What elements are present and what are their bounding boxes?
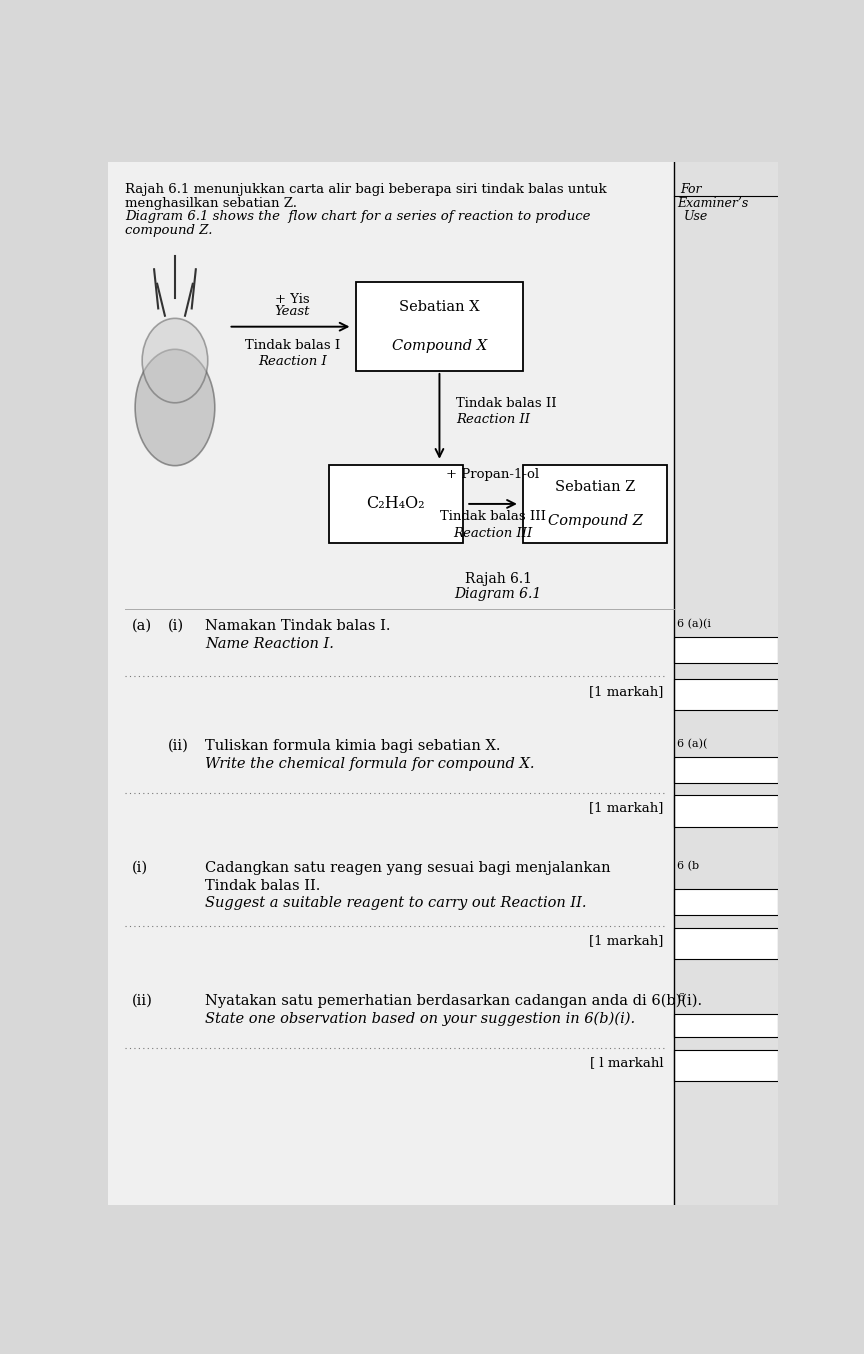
Bar (674, 1014, 778, 1037)
Ellipse shape (143, 318, 207, 402)
Text: Sebatian X: Sebatian X (399, 301, 480, 314)
Text: Tindak balas I: Tindak balas I (245, 340, 340, 352)
Text: Sebatian Z: Sebatian Z (555, 479, 635, 494)
Bar (674, 1049, 778, 1080)
Text: compound Z.: compound Z. (124, 223, 213, 237)
Text: Suggest a suitable reagent to carry out Reaction II.: Suggest a suitable reagent to carry out … (205, 896, 587, 910)
Bar (674, 890, 778, 915)
Text: + Yis: + Yis (275, 292, 309, 306)
Text: Reaction II: Reaction II (456, 413, 530, 425)
Text: Examiner’s: Examiner’s (677, 196, 748, 210)
Text: [1 markah]: [1 markah] (589, 802, 664, 815)
Text: (a): (a) (131, 619, 151, 634)
Text: Use: Use (684, 210, 708, 223)
Text: C₂H₄O₂: C₂H₄O₂ (366, 496, 425, 512)
Text: Compound Z: Compound Z (548, 515, 643, 528)
Bar (329, 464, 463, 543)
Text: [1 markah]: [1 markah] (589, 934, 664, 946)
Text: (ii): (ii) (131, 994, 152, 1007)
Bar (524, 464, 667, 543)
Text: 6 (a)(i: 6 (a)(i (677, 619, 711, 630)
Text: Yeast: Yeast (275, 306, 310, 318)
Text: Diagram 6.1 shows the  flow chart for a series of reaction to produce: Diagram 6.1 shows the flow chart for a s… (124, 210, 590, 223)
Text: Nyatakan satu pemerhatian berdasarkan cadangan anda di 6(b)(i).: Nyatakan satu pemerhatian berdasarkan ca… (205, 994, 702, 1007)
Text: [1 markah]: [1 markah] (589, 685, 664, 697)
Text: Tindak balas II: Tindak balas II (456, 397, 556, 410)
Text: [ l markahl: [ l markahl (590, 1056, 664, 1068)
Text: Cadangkan satu reagen yang sesuai bagi menjalankan: Cadangkan satu reagen yang sesuai bagi m… (205, 861, 611, 875)
Text: Tindak balas II.: Tindak balas II. (205, 879, 321, 892)
Text: (i): (i) (131, 861, 148, 875)
Text: 6: 6 (677, 994, 684, 1003)
Bar (674, 927, 778, 959)
Text: For: For (681, 183, 702, 196)
Text: (ii): (ii) (168, 739, 189, 753)
Text: + Propan-1-ol: + Propan-1-ol (447, 468, 540, 481)
Text: (i): (i) (168, 619, 184, 634)
Bar (356, 283, 524, 371)
Bar (674, 795, 778, 826)
Text: State one observation based on your suggestion in 6(b)(i).: State one observation based on your sugg… (205, 1011, 635, 1025)
Text: menghasilkan sebatian Z.: menghasilkan sebatian Z. (124, 196, 296, 210)
Text: Write the chemical formula for compound X.: Write the chemical formula for compound … (205, 757, 535, 770)
Bar (674, 162, 778, 1205)
Text: Name Reaction I.: Name Reaction I. (205, 636, 334, 651)
Text: 6 (b: 6 (b (677, 861, 699, 872)
Bar (108, 162, 674, 1205)
Text: 6 (a)(: 6 (a)( (677, 739, 708, 749)
Text: Reaction III: Reaction III (454, 527, 532, 540)
Ellipse shape (135, 349, 215, 466)
Text: Rajah 6.1: Rajah 6.1 (465, 573, 531, 586)
Text: Tindak balas III: Tindak balas III (440, 510, 546, 523)
Text: Compound X: Compound X (392, 340, 487, 353)
Text: Reaction I: Reaction I (257, 355, 327, 368)
Text: Namakan Tindak balas I.: Namakan Tindak balas I. (205, 619, 391, 634)
Text: Rajah 6.1 menunjukkan carta alir bagi beberapa siri tindak balas untuk: Rajah 6.1 menunjukkan carta alir bagi be… (124, 183, 607, 196)
Bar (674, 678, 778, 709)
Bar (674, 636, 778, 663)
Text: Diagram 6.1: Diagram 6.1 (454, 586, 542, 601)
Text: Tuliskan formula kimia bagi sebatian X.: Tuliskan formula kimia bagi sebatian X. (205, 739, 500, 753)
Bar (674, 757, 778, 783)
